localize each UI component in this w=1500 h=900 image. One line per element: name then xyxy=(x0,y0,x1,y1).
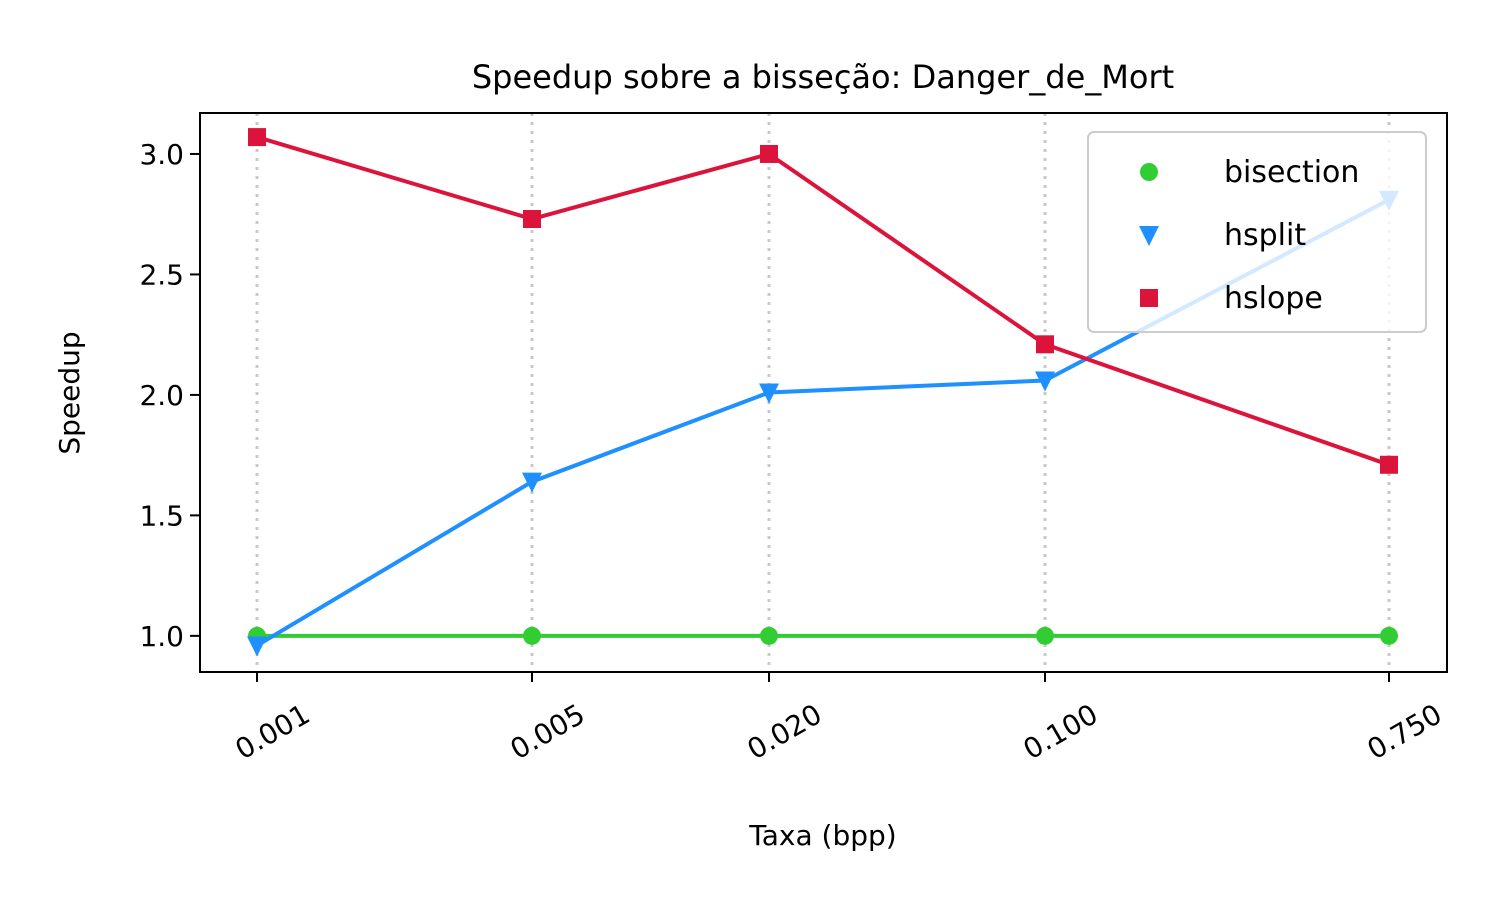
data-point-hslope xyxy=(760,144,778,163)
data-point-bisection xyxy=(1380,626,1398,645)
y-tick-label: 1.5 xyxy=(139,499,184,532)
legend-box xyxy=(1087,131,1427,333)
x-tick-label: 0.020 xyxy=(742,697,828,766)
y-tick-label: 3.0 xyxy=(139,138,184,171)
x-axis: 0.001 0.005 0.020 0.100 0.750 xyxy=(230,672,1448,766)
legend-label-hslope: hslope xyxy=(1224,281,1323,316)
data-point-hslope xyxy=(1036,335,1054,354)
plot-area-frame xyxy=(199,112,1448,673)
data-point-hsplit xyxy=(759,383,779,404)
x-tick-label: 0.001 xyxy=(230,697,316,766)
legend: bisection hsplit hslope xyxy=(1087,131,1427,333)
legend-marker-hsplit xyxy=(1139,226,1159,246)
data-point-bisection xyxy=(760,626,778,645)
y-tick-label: 2.5 xyxy=(139,258,184,291)
data-point-hslope xyxy=(523,210,541,229)
data-point-hsplit xyxy=(522,472,542,493)
data-point-hslope xyxy=(248,128,266,147)
data-point-hsplit xyxy=(247,636,267,657)
data-point-bisection xyxy=(1036,626,1054,645)
data-point-hslope xyxy=(1380,455,1398,474)
x-tick-label: 0.005 xyxy=(505,697,591,766)
legend-label-bisection: bisection xyxy=(1224,155,1359,190)
legend-marker-bisection xyxy=(1140,163,1158,181)
x-axis-label: Taxa (bpp) xyxy=(748,819,896,852)
chart-title: Speedup sobre a bisseção: Danger_de_Mort xyxy=(472,58,1174,96)
y-axis: 1.0 1.5 2.0 2.5 3.0 xyxy=(139,138,200,653)
x-tick-label: 0.100 xyxy=(1018,697,1104,766)
data-point-bisection xyxy=(523,626,541,645)
x-tick-label: 0.750 xyxy=(1362,697,1448,766)
y-tick-label: 2.0 xyxy=(139,379,184,412)
legend-marker-hslope xyxy=(1140,289,1158,307)
legend-label-hsplit: hsplit xyxy=(1224,218,1306,253)
y-axis-label: Speedup xyxy=(53,331,86,454)
data-point-hsplit xyxy=(1035,371,1055,392)
y-tick-label: 1.0 xyxy=(139,620,184,653)
